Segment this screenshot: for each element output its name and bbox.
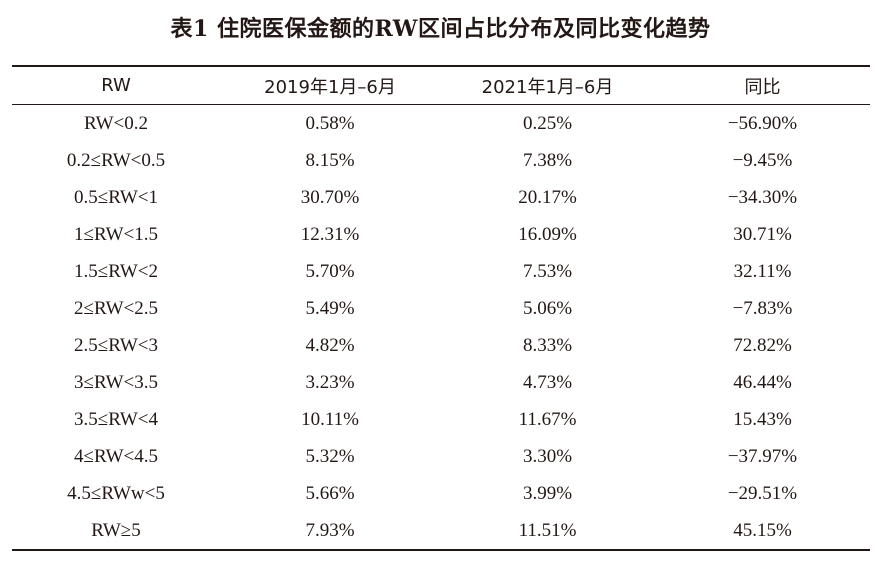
table-row: 0.2≤RW<0.5 8.15% 7.38% −9.45%: [12, 142, 870, 179]
header-2019: 2019年1月–6月: [220, 67, 440, 105]
bottom-rule: [12, 549, 870, 551]
table-header: RW 2019年1月–6月 2021年1月–6月 同比: [12, 67, 870, 105]
rw-range-cell: 1.5≤RW<2: [74, 260, 158, 282]
rw-range-cell: RW≥5: [91, 519, 141, 541]
yoy-change-cell: 15.43%: [733, 408, 792, 430]
value-2021-cell: 4.73%: [522, 371, 573, 393]
table-row: 0.5≤RW<1 30.70% 20.17% −34.30%: [12, 179, 870, 216]
table-caption: 表1 住院医保金额的RW区间占比分布及同比变化趋势: [170, 16, 711, 42]
rw-range-cell: 4.5≤RWw<5: [67, 482, 165, 504]
value-2019-cell: 4.82%: [305, 334, 355, 356]
value-2021-cell: 5.06%: [522, 297, 573, 319]
rw-range-cell: 3.5≤RW<4: [74, 408, 158, 430]
rw-distribution-table: RW 2019年1月–6月 2021年1月–6月 同比 RW<0.2 0.58% 0…: [12, 67, 870, 549]
value-2019-cell: 3.23%: [305, 371, 355, 393]
table-row: RW≥5 7.93% 11.51% 45.15%: [12, 512, 870, 549]
value-2019-cell: 5.32%: [305, 445, 355, 467]
yoy-change-cell: −9.45%: [732, 149, 793, 171]
header-2021: 2021年1月–6月: [440, 67, 655, 105]
yoy-change-cell: 46.44%: [733, 371, 792, 393]
table-row: RW<0.2 0.58% 0.25% −56.90%: [12, 105, 870, 143]
rw-range-cell: 2≤RW<2.5: [74, 297, 158, 319]
value-2021-cell: 20.17%: [518, 186, 577, 208]
table-row: 4.5≤RWw<5 5.66% 3.99% −29.51%: [12, 475, 870, 512]
table-row: 3.5≤RW<4 10.11% 11.67% 15.43%: [12, 401, 870, 438]
value-2021-cell: 11.51%: [518, 519, 577, 541]
table-body: RW<0.2 0.58% 0.25% −56.90% 0.2≤RW<0.5 8.15% 7.…: [12, 105, 870, 550]
yoy-change-cell: −37.97%: [727, 445, 798, 467]
yoy-change-cell: −34.30%: [727, 186, 798, 208]
value-2021-cell: 7.38%: [522, 149, 573, 171]
value-2021-cell: 0.25%: [522, 112, 573, 134]
yoy-change-cell: 72.82%: [733, 334, 792, 356]
value-2019-cell: 5.66%: [305, 482, 355, 504]
value-2019-cell: 0.58%: [305, 112, 355, 134]
top-rule: [12, 65, 870, 67]
value-2021-cell: 3.99%: [522, 482, 573, 504]
value-2019-cell: 8.15%: [305, 149, 355, 171]
value-2021-cell: 3.30%: [522, 445, 573, 467]
yoy-change-cell: −7.83%: [732, 297, 793, 319]
value-2019-cell: 7.93%: [305, 519, 355, 541]
rw-range-cell: RW<0.2: [83, 112, 149, 134]
yoy-change-cell: 45.15%: [733, 519, 792, 541]
value-2019-cell: 10.11%: [301, 408, 359, 430]
rw-range-cell: 3≤RW<3.5: [74, 371, 158, 393]
rw-range-cell: 0.2≤RW<0.5: [66, 149, 166, 171]
yoy-change-cell: −56.90%: [727, 112, 798, 134]
value-2019-cell: 30.70%: [300, 186, 360, 208]
value-2021-cell: 7.53%: [522, 260, 573, 282]
value-2021-cell: 16.09%: [518, 223, 577, 245]
rw-range-cell: 4≤RW<4.5: [74, 445, 158, 467]
yoy-change-cell: −29.51%: [727, 482, 798, 504]
header-rw: RW: [12, 67, 220, 105]
rw-range-cell: 2.5≤RW<3: [74, 334, 158, 356]
rw-range-cell: 0.5≤RW<1: [74, 186, 158, 208]
header-yoy: 同比: [655, 67, 870, 105]
rw-range-cell: 1≤RW<1.5: [74, 223, 158, 245]
table-row: 2≤RW<2.5 5.49% 5.06% −7.83%: [12, 290, 870, 327]
value-2019-cell: 12.31%: [300, 223, 360, 245]
header-row: RW 2019年1月–6月 2021年1月–6月 同比: [12, 67, 870, 105]
value-2019-cell: 5.49%: [305, 297, 355, 319]
yoy-change-cell: 30.71%: [733, 223, 792, 245]
value-2021-cell: 11.67%: [518, 408, 577, 430]
yoy-change-cell: 32.11%: [733, 260, 792, 282]
table-row: 3≤RW<3.5 3.23% 4.73% 46.44%: [12, 364, 870, 401]
table-row: 2.5≤RW<3 4.82% 8.33% 72.82%: [12, 327, 870, 364]
table-row: 4≤RW<4.5 5.32% 3.30% −37.97%: [12, 438, 870, 475]
value-2021-cell: 8.33%: [522, 334, 573, 356]
value-2019-cell: 5.70%: [305, 260, 355, 282]
table-row: 1.5≤RW<2 5.70% 7.53% 32.11%: [12, 253, 870, 290]
table-row: 1≤RW<1.5 12.31% 16.09% 30.71%: [12, 216, 870, 253]
